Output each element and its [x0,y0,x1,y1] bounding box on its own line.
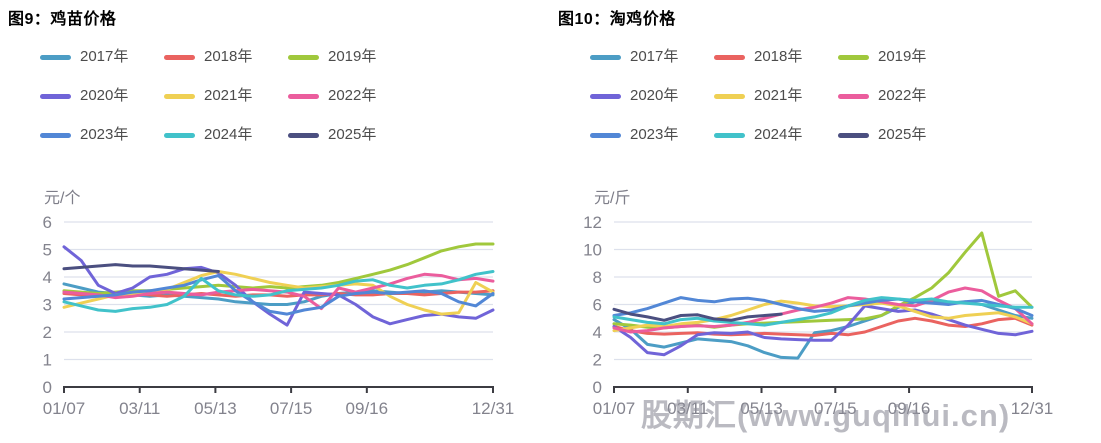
y-tick-label: 12 [583,213,602,232]
legend-label: 2023年 [80,126,129,143]
x-tick-label: 09/16 [346,399,389,418]
legend-item-2018[interactable]: 2018年 [164,49,288,65]
legend-item-2025[interactable]: 2025年 [288,127,412,143]
series-line-2025 [612,307,783,322]
legend-swatch [288,132,319,138]
chart-title: 图10：淘鸡价格 [558,11,676,28]
chart-panel-culled-chicken-price: 图10：淘鸡价格 2017年 2018年 2019年 2020年 2021年 2022年 2… [550,0,1100,443]
legend-label: 2020年 [630,87,679,104]
y-axis-unit: 元/个 [44,190,81,207]
legend-label: 2018年 [204,48,253,65]
legend-item-2021[interactable]: 2021年 [164,88,288,104]
legend-item-2019[interactable]: 2019年 [838,49,962,65]
legend-label: 2019年 [328,48,377,65]
legend-item-2023[interactable]: 2023年 [590,127,714,143]
legend-swatch [838,54,869,60]
legend-item-2024[interactable]: 2024年 [714,127,838,143]
legend-swatch [714,132,745,138]
legend-label: 2018年 [754,48,803,65]
legend-label: 2025年 [878,126,927,143]
y-tick-label: 4 [593,323,602,342]
y-tick-label: 6 [593,296,602,315]
x-tick-label: 03/11 [667,399,708,418]
legend-label: 2024年 [754,126,803,143]
legend-item-2019[interactable]: 2019年 [288,49,412,65]
x-tick-label: 12/31 [472,399,515,418]
legend-item-2024[interactable]: 2024年 [164,127,288,143]
chart-panel-chick-price: 图9：鸡苗价格 2017年 2018年 2019年 2020年 2021年 2022年 20… [0,0,550,443]
y-tick-label: 1 [43,351,52,370]
legend-item-2021[interactable]: 2021年 [714,88,838,104]
x-tick-label: 09/16 [888,399,931,418]
x-tick-label: 05/13 [740,399,783,418]
series-line-2025 [62,263,220,273]
y-tick-label: 5 [43,241,52,260]
y-tick-label: 3 [43,296,52,315]
y-tick-label: 2 [593,351,602,370]
y-tick-label: 10 [583,241,602,260]
x-tick-label: 12/31 [1011,399,1054,418]
legend-label: 2021年 [754,87,803,104]
legend-swatch [164,93,195,99]
legend-swatch [40,54,71,60]
series-line-2024 [62,270,495,313]
series-line-2023 [62,274,495,316]
legend-item-2020[interactable]: 2020年 [40,88,164,104]
legend-label: 2019年 [878,48,927,65]
legend-swatch [590,54,621,60]
legend-swatch [590,93,621,99]
x-tick-label: 05/13 [194,399,237,418]
y-tick-label: 2 [43,323,52,342]
series-line-2024 [612,296,1034,327]
legend-label: 2025年 [328,126,377,143]
legend-swatch [164,132,195,138]
legend-item-2017[interactable]: 2017年 [40,49,164,65]
series-line-2022 [612,286,1034,334]
x-tick-label: 01/07 [43,399,86,418]
legend-item-2023[interactable]: 2023年 [40,127,164,143]
legend: 2017年 2018年 2019年 2020年 2021年 2022年 2023年 2024年… [40,49,412,143]
legend-swatch [40,132,71,138]
y-tick-label: 4 [43,268,52,287]
series-line-2020 [612,304,1034,357]
x-tick-label: 03/11 [119,399,160,418]
legend-item-2018[interactable]: 2018年 [714,49,838,65]
legend-swatch [40,93,71,99]
series-line-2018 [612,316,1034,337]
legend-label: 2023年 [630,126,679,143]
legend-item-2020[interactable]: 2020年 [590,88,714,104]
legend-label: 2022年 [878,87,927,104]
legend-label: 2017年 [630,48,679,65]
culled-chicken-price-line-chart: 0 2 4 6 8 10 12 01/07 03/11 05/13 07/15 09/16 12/31 [583,213,1054,418]
x-tick-label: 07/15 [270,399,313,418]
legend-swatch [714,93,745,99]
x-tick-label: 01/07 [593,399,636,418]
y-tick-label: 0 [43,378,52,397]
legend-item-2022[interactable]: 2022年 [288,88,412,104]
legend-label: 2020年 [80,87,129,104]
legend-label: 2017年 [80,48,129,65]
legend: 2017年 2018年 2019年 2020年 2021年 2022年 2023年 2024年… [590,49,962,143]
legend-label: 2022年 [328,87,377,104]
legend-swatch [164,54,195,60]
chick-price-line-chart: 0 1 2 3 4 5 6 01/07 03/11 05/13 07/15 09/16 12/31 [43,213,515,418]
legend-item-2022[interactable]: 2022年 [838,88,962,104]
legend-label: 2021年 [204,87,253,104]
y-tick-label: 8 [593,268,602,287]
y-tick-label: 0 [593,378,602,397]
legend-swatch [288,54,319,60]
x-tick-label: 07/15 [814,399,857,418]
chart-title: 图9：鸡苗价格 [8,11,117,28]
legend-swatch [838,93,869,99]
series-line-2020 [62,245,495,327]
legend-swatch [288,93,319,99]
legend-label: 2024年 [204,126,253,143]
legend-swatch [714,54,745,60]
legend-item-2025[interactable]: 2025年 [838,127,962,143]
legend-item-2017[interactable]: 2017年 [590,49,714,65]
legend-swatch [590,132,621,138]
y-axis-unit: 元/斤 [594,190,631,207]
legend-swatch [838,132,869,138]
y-tick-label: 6 [43,213,52,232]
